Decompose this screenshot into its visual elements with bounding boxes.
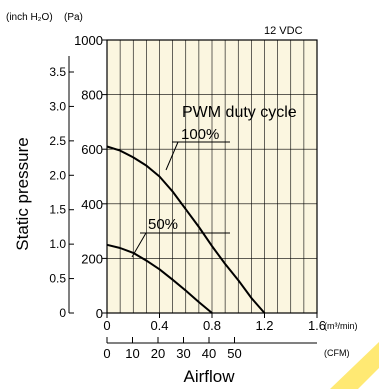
series-line-1: [106, 243, 213, 314]
y-secondary-tick-label: 1.5: [49, 203, 66, 217]
x-primary-tick-label: 1.6: [308, 318, 326, 333]
x-axis-title: Airflow: [183, 367, 235, 386]
series-layer: [106, 145, 266, 314]
series-label-100: 100%: [181, 126, 219, 143]
y-primary-tick-label: 0: [96, 306, 103, 321]
y-primary-tick-label: 1000: [74, 33, 103, 48]
x-secondary-unit-label: (CFM): [324, 348, 350, 358]
x-primary-unit-label: (m³/min): [324, 321, 358, 331]
y-primary-tick-label: 600: [81, 142, 103, 157]
y-secondary-tick-label: 2.5: [49, 134, 66, 148]
y-secondary-tick-label: 1.0: [49, 237, 66, 251]
x-secondary-tick-label: 20: [151, 346, 165, 361]
y-secondary-tick-label: 3.5: [49, 65, 66, 79]
x-secondary-tick-label: 50: [227, 346, 241, 361]
legend-title: PWM duty cycle: [182, 104, 297, 121]
x-secondary-tick-label: 0: [103, 346, 110, 361]
x-primary-tick-label: 0.8: [203, 318, 221, 333]
ticks: 0200400600800100000.51.01.52.02.53.03.50…: [49, 33, 326, 361]
x-primary-tick-label: 1.2: [255, 318, 273, 333]
y-primary-unit-label: (Pa): [64, 12, 83, 23]
x-primary-tick-label: 0.4: [150, 318, 168, 333]
series-label-50-leader: [131, 232, 147, 258]
y-secondary-tick-label: 0: [59, 306, 66, 320]
y-secondary-unit-label: (inch H₂O): [6, 12, 53, 23]
watermark-stripe: [330, 342, 379, 389]
x-primary-tick-label: 0: [103, 318, 110, 333]
series-line-0: [106, 145, 266, 314]
series-label-100-leader: [165, 141, 179, 171]
y-secondary-tick-label: 0.5: [49, 272, 66, 286]
grid: [107, 40, 317, 313]
x-secondary-tick-label: 30: [176, 346, 190, 361]
y-secondary-tick-label: 2.0: [49, 168, 66, 182]
y-secondary-tick-label: 3.0: [49, 99, 66, 113]
x-secondary-tick-label: 40: [202, 346, 216, 361]
x-secondary-tick-label: 10: [125, 346, 139, 361]
series-label-50: 50%: [148, 216, 178, 233]
y-primary-tick-label: 200: [81, 251, 103, 266]
y-primary-tick-label: 800: [81, 88, 103, 103]
y-primary-tick-label: 400: [81, 197, 103, 212]
y-axis-title: Static pressure: [13, 137, 32, 250]
voltage-note: 12 VDC: [264, 25, 303, 37]
